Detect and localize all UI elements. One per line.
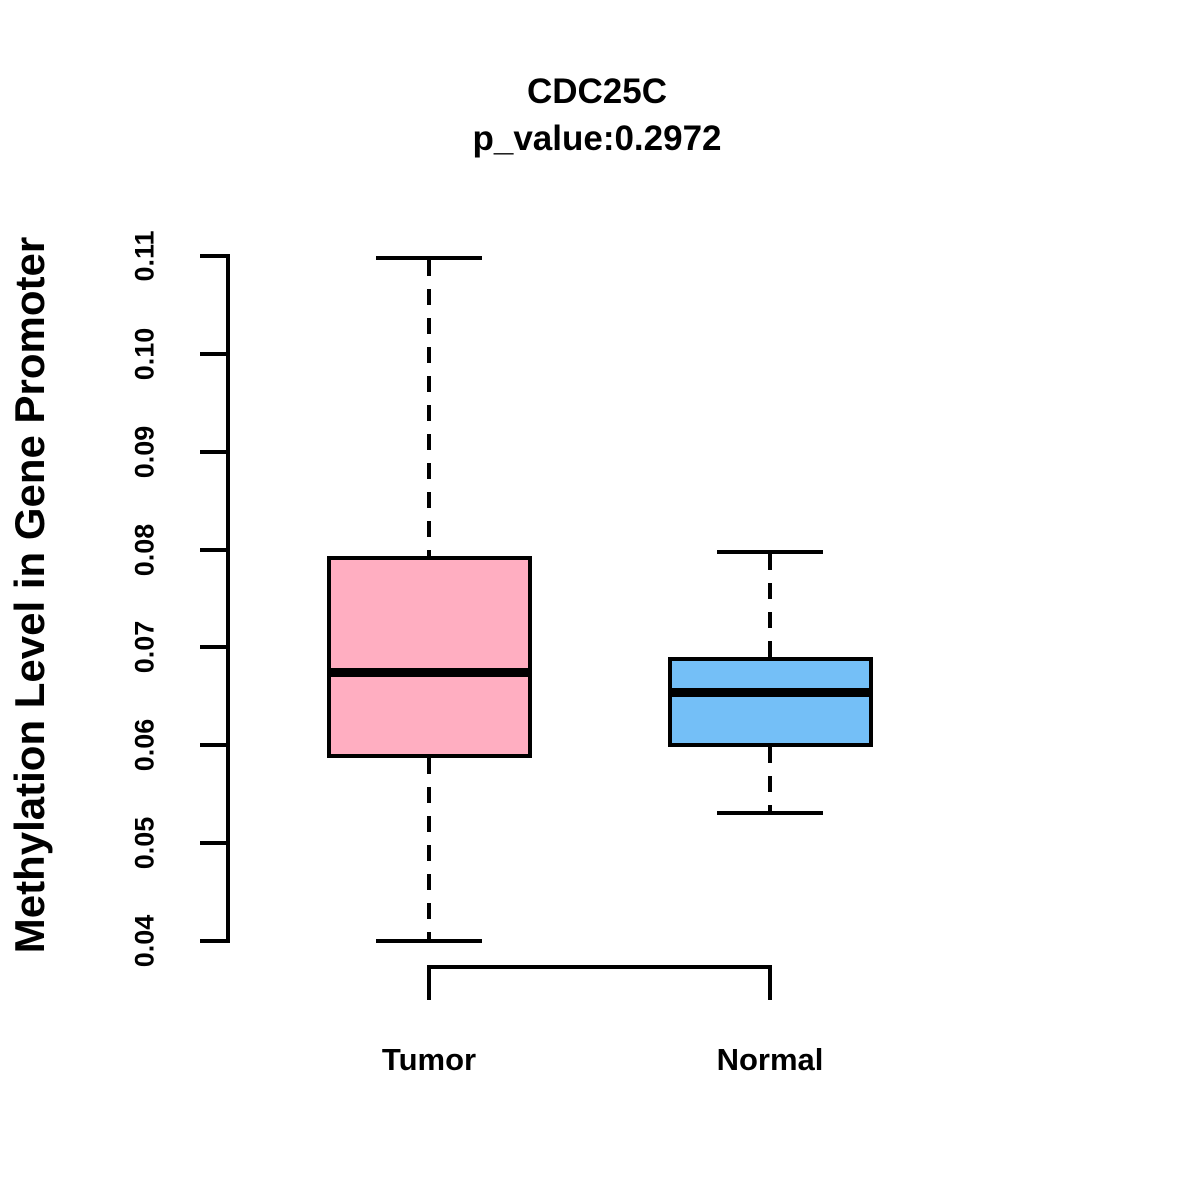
median-tumor [326, 668, 532, 678]
box-normal [667, 657, 873, 748]
y-axis-tick [200, 939, 230, 943]
y-axis-label: Methylation Level in Gene Promoter [6, 236, 53, 954]
y-axis-tick-label: 0.05 [129, 816, 160, 870]
lower-whisker-cap-normal [717, 810, 823, 815]
y-axis-tick-label: 0.06 [129, 719, 160, 772]
y-axis-tick [200, 351, 230, 356]
lower-whisker-normal [768, 747, 772, 811]
x-axis-tick-normal [768, 965, 772, 1000]
median-normal [667, 687, 873, 697]
upper-whisker-cap-normal [717, 549, 823, 554]
y-axis-tick-label: 0.10 [129, 327, 160, 381]
lower-whisker-cap-tumor [376, 939, 482, 943]
y-axis-tick-label: 0.08 [129, 523, 160, 576]
y-axis-tick [200, 743, 230, 748]
x-axis-label-tumor: Tumor [381, 1042, 477, 1077]
x-axis-line [427, 965, 772, 969]
upper-whisker-cap-tumor [376, 255, 482, 260]
chart-subtitle: p_value:0.2972 [472, 119, 722, 158]
box-tumor [326, 556, 532, 758]
x-axis-tick-tumor [427, 965, 431, 1000]
chart-title: CDC25C [526, 72, 668, 111]
x-axis-label-normal: Normal [716, 1042, 824, 1077]
y-axis-tick-label: 0.11 [129, 230, 160, 282]
y-axis-tick [200, 449, 230, 454]
lower-whisker-tumor [427, 758, 431, 939]
y-axis-tick-label: 0.07 [129, 621, 160, 674]
y-axis-tick [200, 841, 230, 846]
y-axis-line [226, 254, 230, 943]
upper-whisker-tumor [427, 259, 431, 557]
y-axis-tick-label: 0.09 [129, 425, 160, 478]
upper-whisker-normal [768, 553, 772, 658]
y-axis-tick [200, 547, 230, 552]
y-axis-tick [200, 645, 230, 650]
y-axis-tick-label: 0.04 [129, 914, 160, 968]
y-axis-tick [200, 254, 230, 258]
